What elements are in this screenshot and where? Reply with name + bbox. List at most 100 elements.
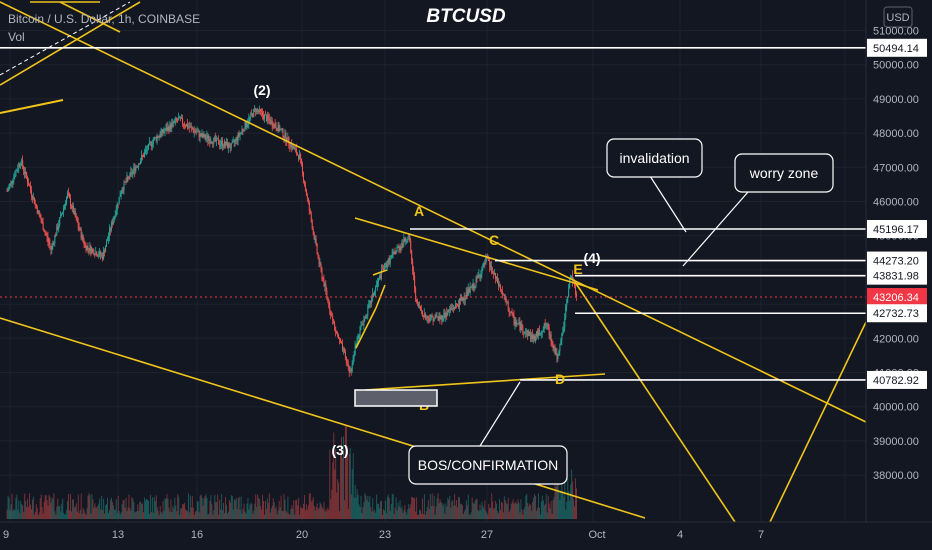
candle bbox=[516, 323, 518, 325]
volume-bar bbox=[569, 500, 571, 519]
candle bbox=[124, 181, 126, 183]
volume-bar bbox=[36, 508, 38, 519]
volume-bar bbox=[472, 502, 474, 519]
candle bbox=[126, 176, 128, 182]
volume-bar bbox=[7, 495, 9, 519]
candle bbox=[42, 222, 44, 231]
volume-bar bbox=[483, 508, 485, 519]
volume-bar bbox=[392, 493, 394, 519]
candle bbox=[490, 265, 492, 267]
candle bbox=[230, 143, 232, 149]
volume-bar bbox=[519, 512, 521, 519]
price-tick: 39000.00 bbox=[873, 436, 919, 448]
volume-bar bbox=[12, 510, 14, 519]
volume-bar bbox=[514, 502, 516, 519]
volume-bar bbox=[56, 506, 58, 519]
volume-bar bbox=[180, 508, 182, 519]
candle bbox=[55, 235, 57, 237]
volume-bar bbox=[541, 495, 543, 519]
candle bbox=[62, 212, 64, 215]
volume-bar bbox=[517, 499, 519, 519]
candle bbox=[496, 276, 498, 279]
volume-bar bbox=[319, 502, 321, 519]
wave-label: (3) bbox=[331, 442, 348, 458]
price-level-label: 40782.92 bbox=[873, 375, 919, 387]
time-tick: 13 bbox=[112, 529, 124, 541]
volume-bar bbox=[74, 506, 76, 519]
candle bbox=[199, 133, 201, 138]
volume-bar bbox=[571, 469, 573, 519]
candle bbox=[441, 315, 443, 321]
volume-bar bbox=[437, 493, 439, 519]
volume-bar bbox=[542, 500, 544, 519]
candle bbox=[571, 275, 573, 277]
volume-bar bbox=[508, 512, 510, 519]
candle bbox=[301, 158, 303, 165]
candle bbox=[419, 306, 421, 308]
volume-bar bbox=[534, 494, 536, 519]
candle bbox=[141, 155, 143, 161]
candle bbox=[22, 159, 24, 167]
volume-bar bbox=[475, 499, 477, 519]
candle bbox=[373, 293, 375, 296]
candle bbox=[367, 305, 369, 316]
candle bbox=[330, 311, 332, 316]
candle bbox=[350, 370, 352, 372]
volume-bar bbox=[41, 507, 43, 519]
volume-bar bbox=[126, 511, 128, 519]
candle bbox=[29, 185, 31, 187]
wave-label: (2) bbox=[253, 82, 270, 98]
volume-bar bbox=[42, 513, 44, 519]
candle bbox=[11, 181, 13, 183]
candle bbox=[111, 222, 113, 225]
candle bbox=[156, 136, 158, 141]
volume-bar bbox=[275, 506, 277, 519]
volume-bar bbox=[27, 498, 29, 519]
candle bbox=[91, 248, 93, 253]
candle bbox=[376, 285, 378, 288]
candle bbox=[539, 333, 541, 335]
volume-bar bbox=[441, 503, 443, 519]
volume-bar bbox=[94, 503, 96, 519]
price-level-label: 50494.14 bbox=[873, 43, 919, 55]
volume-bar bbox=[156, 507, 158, 519]
candle bbox=[422, 316, 424, 317]
candle bbox=[312, 229, 314, 233]
volume-bar bbox=[167, 498, 169, 519]
trendlines bbox=[0, 1, 867, 523]
volume-bar bbox=[428, 509, 430, 519]
candle bbox=[146, 149, 148, 151]
candle bbox=[553, 346, 555, 348]
candle bbox=[145, 150, 147, 153]
volume-bar bbox=[549, 508, 551, 519]
price-level-badge bbox=[867, 38, 927, 57]
volume-bar bbox=[459, 497, 460, 519]
candle bbox=[529, 331, 531, 335]
volume-bar bbox=[474, 500, 476, 519]
candle bbox=[45, 232, 47, 236]
volume-bar bbox=[108, 513, 109, 519]
candle bbox=[521, 323, 523, 327]
candle bbox=[10, 181, 12, 184]
volume-bar bbox=[26, 507, 28, 519]
candle bbox=[18, 164, 20, 170]
candle bbox=[360, 325, 362, 328]
volume-bar bbox=[99, 498, 101, 519]
candle bbox=[328, 299, 330, 307]
volume-bar bbox=[316, 503, 318, 519]
volume-bar bbox=[353, 497, 355, 519]
candle bbox=[438, 316, 440, 320]
candle bbox=[302, 164, 304, 172]
volume-bar bbox=[197, 501, 199, 519]
candle bbox=[493, 272, 495, 274]
volume-bar bbox=[40, 494, 42, 519]
candle bbox=[448, 309, 450, 312]
volume-bar bbox=[321, 506, 323, 519]
volume-bar bbox=[409, 507, 411, 519]
candle bbox=[518, 322, 520, 324]
volume-bar bbox=[264, 500, 266, 519]
volume-bar bbox=[419, 509, 421, 519]
candle bbox=[311, 220, 313, 230]
candles bbox=[6, 105, 577, 377]
